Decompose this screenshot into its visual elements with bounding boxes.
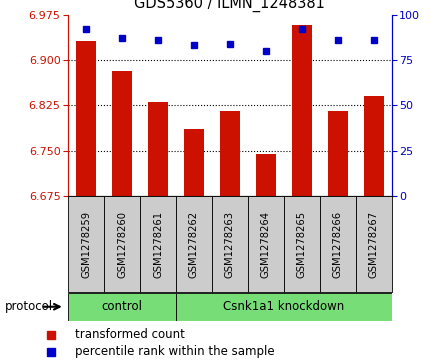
- Bar: [184, 130, 204, 196]
- Bar: [292, 25, 312, 196]
- Text: GSM1278260: GSM1278260: [117, 211, 127, 278]
- Bar: [320, 196, 356, 292]
- Bar: [284, 196, 320, 292]
- Bar: [68, 196, 104, 292]
- Text: GSM1278262: GSM1278262: [189, 211, 199, 278]
- Text: transformed count: transformed count: [75, 328, 185, 341]
- Text: percentile rank within the sample: percentile rank within the sample: [75, 345, 275, 358]
- Bar: [356, 196, 392, 292]
- Bar: [112, 71, 132, 196]
- Text: GSM1278261: GSM1278261: [153, 211, 163, 278]
- Bar: [220, 111, 240, 196]
- Bar: [148, 102, 168, 196]
- Bar: [176, 293, 392, 321]
- Text: GSM1278266: GSM1278266: [333, 211, 343, 278]
- Bar: [364, 96, 384, 196]
- Text: GSM1278267: GSM1278267: [369, 211, 379, 278]
- Text: GSM1278264: GSM1278264: [261, 211, 271, 278]
- Text: GSM1278259: GSM1278259: [81, 211, 91, 278]
- Bar: [176, 196, 212, 292]
- Bar: [328, 111, 348, 196]
- Text: protocol: protocol: [4, 300, 52, 313]
- Bar: [76, 41, 96, 196]
- Text: control: control: [102, 300, 143, 313]
- Bar: [248, 196, 284, 292]
- Text: GSM1278263: GSM1278263: [225, 211, 235, 278]
- Bar: [140, 196, 176, 292]
- Bar: [104, 196, 140, 292]
- Bar: [256, 154, 276, 196]
- Bar: [68, 293, 176, 321]
- Bar: [212, 196, 248, 292]
- Text: Csnk1a1 knockdown: Csnk1a1 knockdown: [223, 300, 345, 313]
- Title: GDS5360 / ILMN_1248381: GDS5360 / ILMN_1248381: [135, 0, 325, 12]
- Text: GSM1278265: GSM1278265: [297, 211, 307, 278]
